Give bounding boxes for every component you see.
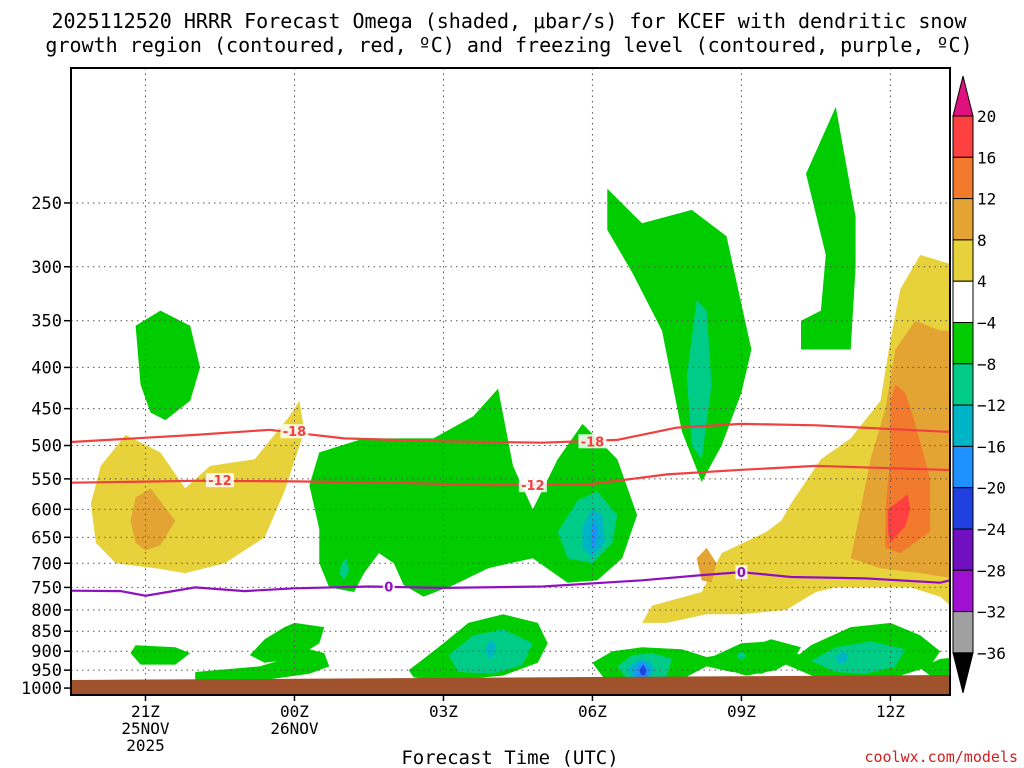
x-tick-label: 21Z (131, 702, 160, 721)
dgz-minus18-label: -18 (581, 435, 605, 450)
x-tick-label: 2025 (126, 736, 165, 755)
freezing-level-label: 0 (384, 580, 393, 595)
colorbar-label: 16 (977, 148, 996, 167)
colorbar-label: −28 (977, 561, 1006, 580)
colorbar-label: 12 (977, 190, 996, 209)
dgz-minus18-line (71, 422, 950, 444)
omega-upper-teal-center (686, 300, 712, 460)
y-tick-label: 300 (31, 258, 62, 278)
freezing-level-line (71, 570, 950, 597)
colorbar-label: −4 (977, 314, 996, 333)
colorbar-label: 4 (977, 272, 987, 291)
omega-lower-teal-6 (736, 651, 747, 661)
colorbar-bin (952, 239, 974, 282)
colorbar-bin (952, 652, 974, 694)
x-tick-label: 25NOV (121, 719, 170, 738)
x-tick-label: 09Z (727, 702, 756, 721)
colorbar-label: −20 (977, 479, 1006, 498)
y-tick-label: 750 (31, 578, 62, 598)
colorbar-bin (952, 156, 974, 200)
colorbar-label: 8 (977, 231, 987, 250)
dgz-minus18-label-bg (578, 434, 607, 449)
y-tick-label: 600 (31, 500, 62, 520)
colorbar-label: −8 (977, 355, 996, 374)
omega-lower-cyan-4 (485, 639, 496, 657)
colorbar-bin (952, 445, 974, 489)
dgz-minus12-label: -12 (208, 474, 232, 489)
dgz-minus12-label-bg (518, 478, 547, 493)
x-tick-label: 06Z (578, 702, 607, 721)
y-tick-label: 400 (31, 358, 62, 378)
x-tick-label: 00Z (280, 702, 309, 721)
x-tick-label: 12Z (876, 702, 905, 721)
omega-upper-green-right (801, 106, 856, 350)
colorbar-label: −12 (977, 396, 1006, 415)
y-tick-label: 500 (31, 437, 62, 457)
omega-lower-green-3 (249, 622, 325, 663)
y-tick-label: 250 (31, 194, 62, 214)
colorbar-bin (952, 75, 974, 117)
omega-lower-green-8 (920, 657, 950, 680)
omega-orange-left (130, 488, 176, 551)
colorbar-bin (952, 569, 974, 613)
colorbar-label: −36 (977, 644, 1006, 663)
colorbar: 20 16 12 8 4 −4 −8 −12 −16 −20 −24 −28 −32 −36 (952, 75, 1006, 694)
y-tick-label: 1000 (21, 679, 62, 699)
y-tick-label: 700 (31, 554, 62, 574)
dgz-minus18-label-bg (280, 424, 309, 439)
y-tick-label: 550 (31, 470, 62, 490)
y-tick-label: 900 (31, 642, 62, 662)
omega-lower-cyan-7 (835, 651, 849, 663)
chart-title-line-2: growth region (contoured, red, ºC) and f… (45, 33, 972, 57)
colorbar-label: −16 (977, 437, 1006, 456)
dgz-minus12-label-bg (205, 473, 234, 488)
colorbar-bin (952, 280, 974, 324)
x-tick-label: 03Z (429, 702, 458, 721)
plot-frame (70, 67, 951, 696)
colorbar-label: −24 (977, 520, 1006, 539)
credit-text: coolwx.com/models (864, 748, 1018, 766)
y-tick-label: 350 (31, 312, 62, 332)
chart-title-line-1: 2025112520 HRRR Forecast Omega (shaded, … (51, 9, 967, 33)
omega-lower-teal-7 (810, 641, 906, 674)
plot-area: -18 -18 -12 -12 0 0 (71, 68, 950, 695)
dgz-minus12-label: -12 (521, 479, 545, 494)
omega-lower-green-1 (130, 645, 191, 665)
colorbar-bin (952, 528, 974, 571)
omega-red-right (887, 494, 911, 543)
freezing-level-label-bg (735, 565, 748, 580)
y-tick-label: 800 (31, 601, 62, 621)
colorbar-label: −32 (977, 603, 1006, 622)
terrain-ground (71, 675, 950, 695)
x-tick-label: 26NOV (270, 719, 319, 738)
y-tick-label: 450 (31, 400, 62, 420)
freezing-level-label-bg (382, 579, 395, 594)
colorbar-bin (952, 115, 974, 158)
colorbar-bin (952, 322, 974, 365)
omega-lower-green-6 (711, 641, 801, 676)
omega-upper-green-left (135, 310, 201, 421)
y-axis-ticks: 2503003504004505005506006507007508008509… (21, 194, 71, 699)
dgz-minus18-label: -18 (283, 425, 307, 440)
colorbar-label: 20 (977, 107, 996, 126)
colorbar-bin (952, 611, 974, 654)
colorbar-bin (952, 198, 974, 241)
colorbar-bin (952, 363, 974, 406)
y-tick-label: 950 (31, 661, 62, 681)
y-tick-label: 650 (31, 528, 62, 548)
temperature-contours: -18 -18 -12 -12 0 0 (71, 422, 950, 597)
y-tick-label: 850 (31, 622, 62, 642)
colorbar-bin (952, 404, 974, 447)
freezing-level-label: 0 (737, 566, 746, 581)
x-axis-label: Forecast Time (UTC) (401, 747, 618, 768)
colorbar-bin (952, 487, 974, 530)
